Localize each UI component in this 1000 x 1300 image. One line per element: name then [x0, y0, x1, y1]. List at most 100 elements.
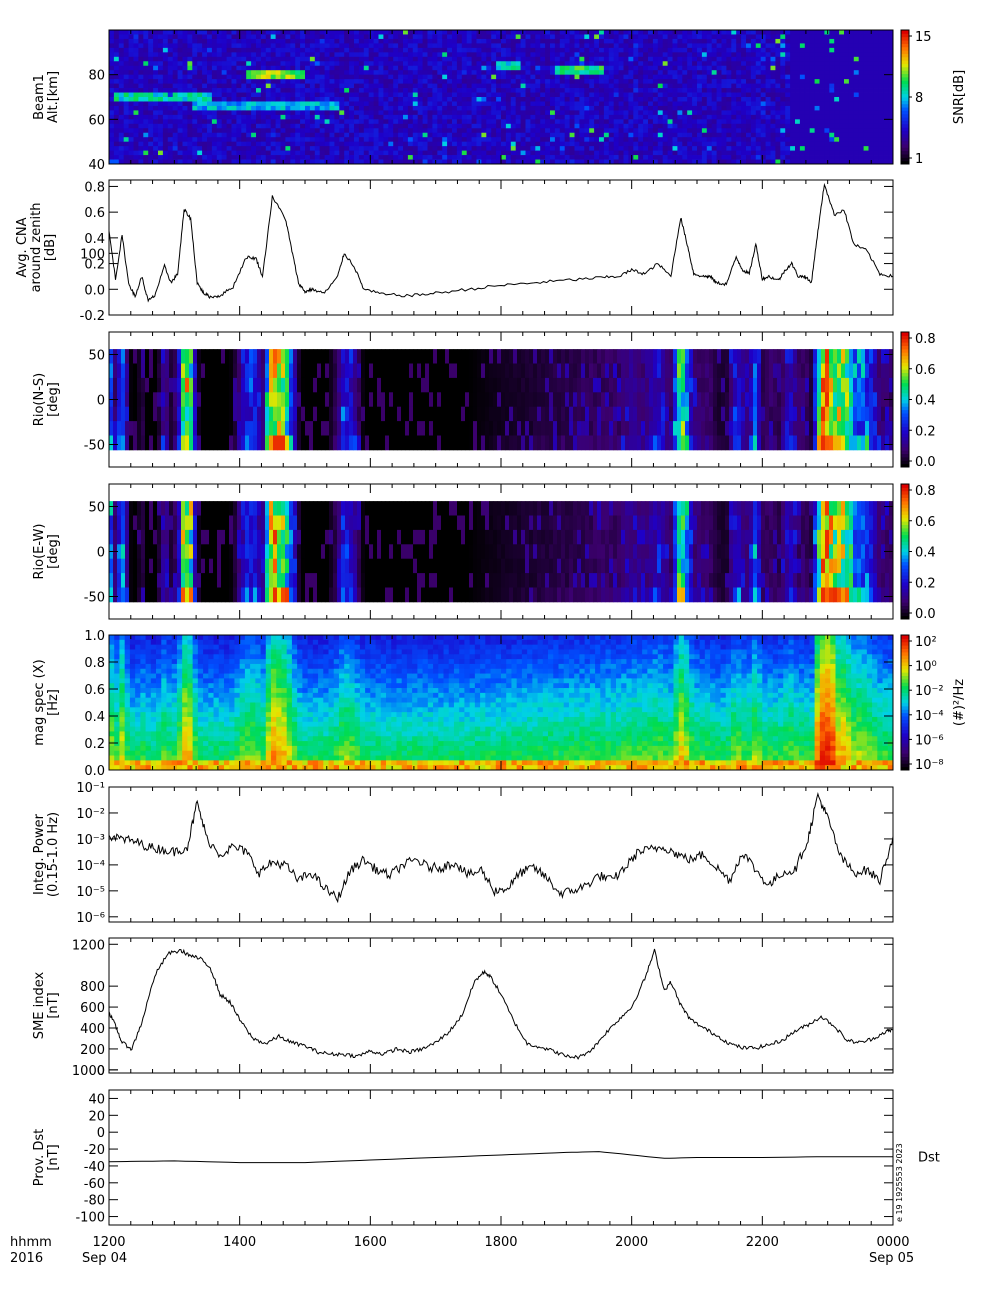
beam1-cell	[309, 92, 316, 98]
beam1-cell	[452, 141, 458, 147]
beam1-cell	[888, 101, 894, 107]
beam1-cell	[844, 79, 850, 84]
beam1-cell	[211, 105, 218, 111]
beam1-cell	[476, 128, 482, 134]
beam1-cell	[358, 150, 365, 156]
beam1-cell	[192, 65, 198, 71]
beam1-cell	[721, 65, 727, 71]
beam1-cell	[442, 141, 448, 147]
beam1-cell	[118, 34, 125, 40]
beam1-cell	[172, 123, 178, 129]
beam1-cell	[383, 70, 389, 76]
beam1-cell	[133, 123, 139, 129]
beam1-cell	[657, 159, 664, 165]
beam1-cell	[383, 88, 389, 93]
beam1-cell	[799, 30, 806, 35]
beam1-cell	[373, 155, 379, 160]
beam1-cell	[309, 83, 316, 89]
beam1-cell	[726, 137, 732, 143]
beam1-cell	[550, 146, 556, 151]
beam1-cell	[118, 97, 125, 102]
beam1-cell	[643, 88, 649, 93]
beam1-cell	[378, 132, 384, 138]
beam1-cell	[270, 70, 276, 76]
beam1-cell	[770, 38, 776, 44]
beam1-cell	[579, 56, 585, 62]
beam1-cell	[623, 83, 629, 89]
beam1-cell	[344, 30, 350, 35]
beam1-cell	[731, 30, 737, 35]
beam1-cell	[721, 43, 727, 49]
beam1-cell	[123, 119, 129, 125]
beam1-cell	[505, 56, 512, 62]
beam1-cell	[667, 79, 673, 84]
rio_ns-cell	[137, 435, 142, 451]
beam1-cell	[256, 88, 262, 93]
rio_ns-cell	[221, 349, 226, 364]
beam1-cell	[398, 150, 404, 156]
beam1-cell	[501, 52, 507, 58]
beam1-cell	[765, 97, 771, 102]
beam1-cell	[265, 38, 272, 44]
beam1-cell	[275, 97, 281, 102]
beam1-cell	[697, 92, 703, 98]
beam1-cell	[888, 150, 894, 156]
beam1-cell	[799, 92, 806, 98]
beam1-cell	[314, 79, 321, 84]
beam1-cell	[373, 105, 379, 111]
beam1-cell	[422, 128, 428, 134]
beam1-cell	[143, 105, 149, 111]
beam1-cell	[721, 155, 727, 160]
beam1-cell	[589, 52, 595, 58]
beam1-cell	[755, 110, 762, 116]
beam1-cell	[334, 43, 340, 49]
beam1-cell	[314, 97, 321, 102]
beam1-cell	[584, 110, 590, 116]
beam1-cell	[878, 159, 884, 165]
beam1-cell	[447, 30, 453, 35]
beam1-cell	[829, 155, 835, 160]
beam1-cell	[236, 74, 242, 80]
beam1-cell	[275, 146, 281, 151]
beam1-cell	[143, 132, 149, 138]
beam1-cell	[682, 101, 688, 107]
beam1-cell	[520, 56, 526, 62]
beam1-cell	[300, 92, 306, 98]
beam1-cell	[716, 56, 722, 62]
beam1-cell	[584, 97, 590, 102]
beam1-cell	[192, 114, 198, 120]
beam1-cell	[775, 65, 781, 71]
beam1-cell	[858, 150, 864, 156]
beam1-cell	[746, 128, 752, 134]
beam1-cell	[505, 34, 512, 40]
beam1-cell	[246, 119, 252, 125]
beam1-cell	[692, 70, 698, 76]
beam1-cell	[319, 105, 325, 111]
beam1-cell	[672, 74, 678, 80]
beam1-cell	[182, 47, 188, 53]
beam1-cell	[515, 97, 521, 102]
beam1-cell	[241, 155, 247, 160]
beam1-cell	[324, 105, 330, 111]
beam1-cell	[589, 43, 595, 49]
beam1-cell	[809, 92, 815, 98]
rio_ns-cell	[201, 377, 206, 393]
beam1-cell	[329, 52, 335, 58]
beam1-cell	[197, 150, 203, 156]
beam1-cell	[672, 56, 678, 62]
beam1-cell	[603, 150, 610, 156]
beam1-cell	[662, 61, 668, 67]
beam1-cell	[858, 159, 864, 165]
beam1-cell	[187, 79, 193, 84]
beam1-cell	[226, 110, 232, 116]
beam1-cell	[270, 97, 276, 102]
beam1-cell	[133, 79, 139, 84]
beam1-cell	[270, 43, 276, 49]
beam1-cell	[231, 52, 237, 58]
beam1-cell	[393, 119, 399, 125]
beam1-cell	[741, 43, 747, 49]
beam1-cell	[760, 52, 766, 58]
beam1-cell	[638, 119, 644, 125]
beam1-cell	[407, 92, 414, 98]
beam1-cell	[207, 105, 213, 111]
